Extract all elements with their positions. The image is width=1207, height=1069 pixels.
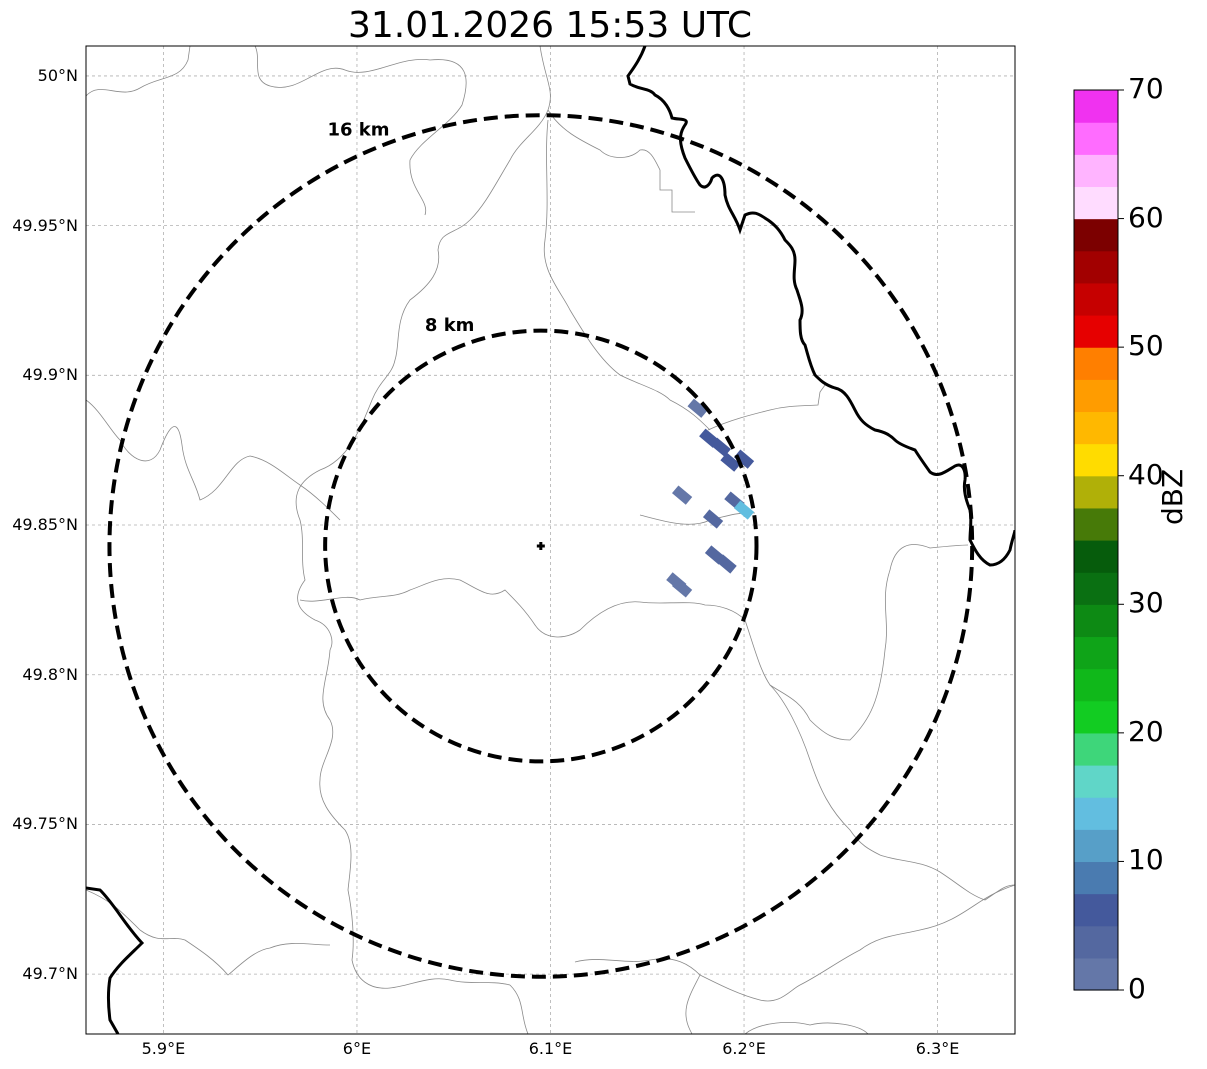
colorbar-swatch bbox=[1074, 122, 1118, 155]
colorbar-swatch bbox=[1074, 443, 1118, 477]
border-lines bbox=[86, 46, 1015, 1034]
colorbar-swatch bbox=[1074, 315, 1118, 348]
longitude-tick-label: 6°E bbox=[342, 1039, 372, 1058]
longitude-tick-label: 6.2°E bbox=[722, 1039, 766, 1058]
echo-cell bbox=[716, 554, 737, 574]
range-ring bbox=[107, 113, 975, 979]
echo-cell bbox=[671, 485, 693, 505]
colorbar-swatch bbox=[1074, 90, 1118, 123]
colorbar-swatch bbox=[1074, 572, 1118, 605]
latitude-tick-label: 49.95°N bbox=[12, 215, 78, 235]
colorbar-swatch bbox=[1074, 893, 1118, 927]
colorbar-tick-label: 40 bbox=[1128, 457, 1164, 491]
latitude-tick-label: 49.7°N bbox=[22, 964, 78, 984]
radar-site-marker bbox=[536, 541, 545, 550]
colorbar-swatch bbox=[1074, 765, 1118, 798]
colorbar-swatch bbox=[1074, 379, 1118, 413]
latitude-tick-label: 49.85°N bbox=[12, 515, 78, 535]
colorbar-swatch bbox=[1074, 797, 1118, 830]
range-ring-labels: 16 km 8 km bbox=[327, 120, 474, 336]
longitude-tick-label: 5.9°E bbox=[141, 1039, 186, 1058]
echo-cell bbox=[702, 509, 724, 529]
colorbar-swatch bbox=[1074, 347, 1118, 380]
echo-cell bbox=[687, 398, 708, 418]
colorbar-tick-label: 70 bbox=[1128, 72, 1164, 105]
colorbar-tick-label: 30 bbox=[1128, 586, 1164, 620]
echo-cell bbox=[733, 449, 755, 469]
colorbar-swatch bbox=[1074, 154, 1118, 188]
colorbar-swatch bbox=[1074, 668, 1118, 702]
latitude-tick-label: 49.8°N bbox=[22, 664, 78, 684]
map-title: 31.01.2026 15:53 UTC bbox=[347, 5, 753, 46]
echo-cell bbox=[671, 578, 693, 598]
colorbar-swatch bbox=[1074, 604, 1118, 638]
colorbar-swatch bbox=[1074, 507, 1118, 541]
latitude-tick-label: 49.75°N bbox=[12, 814, 78, 834]
colorbar-tick-label: 0 bbox=[1128, 972, 1146, 1005]
colorbar-swatch bbox=[1074, 186, 1118, 220]
echo-cell bbox=[733, 500, 755, 520]
range-ring bbox=[323, 328, 759, 764]
echo-cell bbox=[720, 452, 741, 472]
longitude-tick-label: 6.1°E bbox=[528, 1039, 573, 1058]
dbz-colorbar bbox=[1073, 89, 1124, 991]
range-ring-label: 8 km bbox=[425, 315, 475, 336]
colorbar-swatch bbox=[1074, 636, 1118, 670]
colorbar-swatch bbox=[1074, 732, 1118, 766]
latitude-tick-label: 50°N bbox=[37, 65, 78, 85]
graticule bbox=[86, 46, 1015, 1034]
admin-boundaries bbox=[86, 46, 1015, 1034]
colorbar-unit-label: dBZ bbox=[1156, 468, 1189, 525]
echo-cell bbox=[710, 437, 731, 457]
longitude-tick-label: 6.3°E bbox=[915, 1039, 960, 1058]
radar-echoes bbox=[666, 398, 755, 598]
colorbar-swatch bbox=[1074, 250, 1118, 284]
colorbar-swatch bbox=[1074, 282, 1118, 316]
colorbar-swatch bbox=[1074, 861, 1118, 895]
range-ring-label: 16 km bbox=[327, 120, 389, 141]
colorbar-swatch bbox=[1074, 540, 1118, 573]
colorbar-swatch bbox=[1074, 829, 1118, 863]
colorbar-frame bbox=[1073, 89, 1119, 991]
colorbar-swatch bbox=[1074, 925, 1118, 959]
colorbar-swatch bbox=[1074, 700, 1118, 734]
colorbar-tick-label: 10 bbox=[1128, 843, 1164, 877]
colorbar-swatch bbox=[1074, 411, 1118, 445]
range-rings bbox=[107, 113, 975, 979]
colorbar-swatch bbox=[1074, 218, 1118, 252]
colorbar-tick-label: 60 bbox=[1128, 200, 1164, 234]
colorbar-tick-label: 50 bbox=[1128, 329, 1164, 363]
colorbar-swatch bbox=[1074, 957, 1118, 991]
latitude-tick-label: 49.9°N bbox=[22, 365, 78, 385]
map-frame bbox=[85, 45, 1016, 1035]
colorbar-tick-label: 20 bbox=[1128, 714, 1164, 748]
colorbar-swatch bbox=[1074, 475, 1118, 509]
